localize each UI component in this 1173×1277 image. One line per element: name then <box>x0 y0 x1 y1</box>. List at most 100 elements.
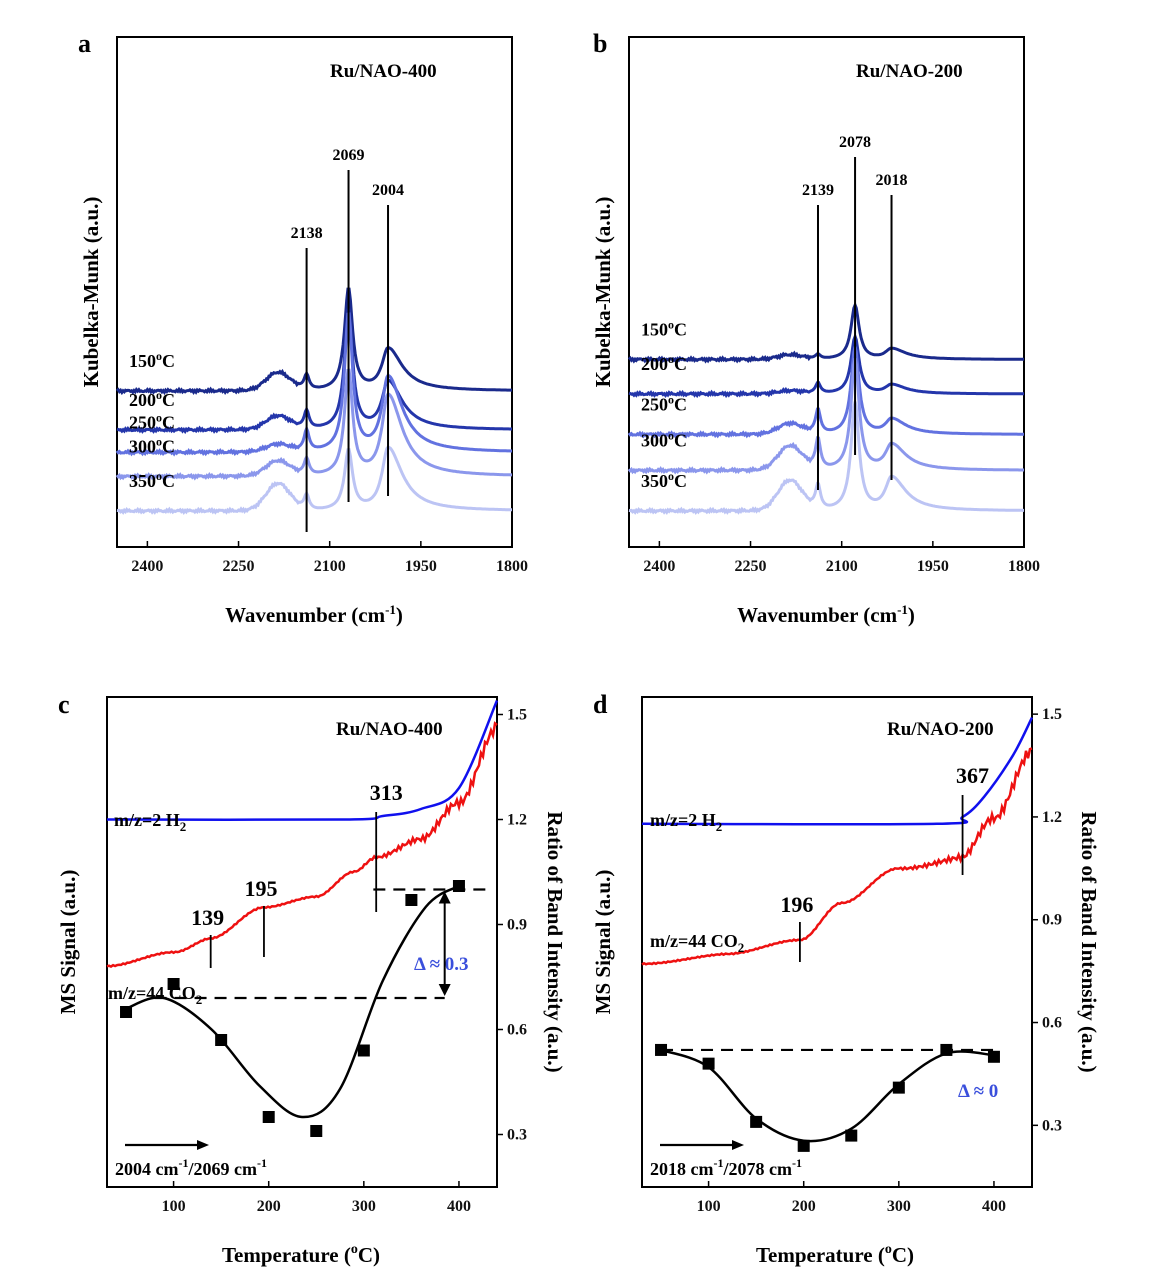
x-tick-label: 2100 <box>314 558 346 575</box>
x-ticks-c: 100 200 300 400 <box>162 1181 471 1215</box>
series-label-3: 300oC <box>641 429 687 451</box>
spectrum-line-4 <box>628 401 1024 516</box>
x-ticks-b: 2400 2250 2100 1950 1800 <box>643 541 1040 575</box>
panel-letter-d: d <box>593 690 608 719</box>
peak-markers-a: 2138 2069 2004 <box>291 147 404 532</box>
peak-label: 2018 <box>876 172 908 189</box>
y-axis-title-a: Kubelka-Munk (a.u.) <box>79 197 103 388</box>
x-tick-label: 400 <box>982 1198 1006 1215</box>
x-tick-label: 2250 <box>223 558 255 575</box>
x-axis-title-b: Wavenumber (cm-1) <box>737 602 915 627</box>
spectrum-line-1 <box>116 308 512 435</box>
panel-a: a Ru/NAO-400 Kubelka-Munk (a.u.) Wavenum… <box>78 29 528 627</box>
co2-trace-line <box>641 747 1033 966</box>
x-tick-label: 300 <box>352 1198 376 1215</box>
ratio-point <box>215 1034 228 1046</box>
h2-trace-line <box>106 700 499 822</box>
co2-trace-line <box>106 721 498 969</box>
y2-axis-title-d: Ratio of Band Intensity (a.u.) <box>1077 811 1101 1072</box>
x-tick-label: 200 <box>257 1198 281 1215</box>
y2-tick-label: 1.5 <box>507 707 527 724</box>
direction-arrow-head <box>732 1140 744 1150</box>
y-axis-title-c: MS Signal (a.u.) <box>56 870 80 1015</box>
panel-b: b Ru/NAO-200 Kubelka-Munk (a.u.) Wavenum… <box>591 29 1040 627</box>
co2-feature-label: 196 <box>780 892 813 917</box>
y-axis-title-b: Kubelka-Munk (a.u.) <box>591 197 615 388</box>
series-label-2: 250oC <box>641 393 687 415</box>
spectrum-line-0 <box>115 287 512 396</box>
plot-frame-b <box>628 36 1025 548</box>
co2-series-label: m/z=44 CO2 <box>108 983 202 1007</box>
spectra-a <box>115 287 512 516</box>
x-tick-label: 2400 <box>131 558 163 575</box>
ms-traces-c <box>106 700 499 969</box>
series-label-0: 150oC <box>641 318 687 340</box>
series-label-1: 200oC <box>641 352 687 374</box>
x-tick-label: 1800 <box>1008 558 1040 575</box>
co2-series-label: m/z=44 CO2 <box>650 931 744 955</box>
peak-label: 2139 <box>802 182 834 199</box>
x-tick-label: 1950 <box>405 558 437 575</box>
ratio-point <box>702 1057 715 1070</box>
ratio-fit-line <box>125 884 460 1119</box>
ratio-point <box>892 1081 905 1094</box>
series-label-1: 200oC <box>129 388 175 410</box>
x-tick-label: 200 <box>792 1198 816 1215</box>
x-tick-label: 300 <box>887 1198 911 1215</box>
ratio-label: 2004 cm-1/2069 cm-1 <box>115 1156 267 1179</box>
ratio-series-c <box>120 880 488 1137</box>
y2-tick-label: 0.6 <box>1042 1015 1062 1032</box>
x-ticks-a: 2400 2250 2100 1950 1800 <box>131 541 528 575</box>
x-tick-label: 2400 <box>643 558 675 575</box>
h2-series-label: m/z=2 H2 <box>650 810 722 834</box>
ratio-point <box>262 1111 275 1123</box>
h2-onset-label: 313 <box>370 780 403 805</box>
ratio-point <box>405 894 418 906</box>
delta-label: Δ ≈ 0 <box>958 1081 998 1102</box>
chart-title-c: Ru/NAO-400 <box>336 719 443 740</box>
ratio-point <box>167 978 180 990</box>
x-tick-label: 400 <box>447 1198 471 1215</box>
y2-ticks-d: 0.3 0.6 0.9 1.2 1.5 <box>1032 706 1062 1134</box>
x-tick-label: 100 <box>162 1198 186 1215</box>
ratio-point <box>750 1115 763 1128</box>
x-axis-title-d: Temperature (oC) <box>756 1242 914 1267</box>
spectrum-line-3 <box>115 368 512 481</box>
plot-frame-c <box>106 696 498 1188</box>
panel-letter-a: a <box>78 29 91 58</box>
peak-label: 2138 <box>291 225 323 242</box>
peak-label: 2069 <box>333 147 365 164</box>
spectrum-line-1 <box>628 332 1024 399</box>
ratio-label: 2018 cm-1/2078 cm-1 <box>650 1156 802 1179</box>
x-tick-label: 100 <box>697 1198 721 1215</box>
spectrum-line-2 <box>627 346 1024 439</box>
x-tick-label: 2250 <box>735 558 767 575</box>
peak-label: 2004 <box>372 182 404 199</box>
ratio-point <box>845 1129 858 1142</box>
ratio-series-d <box>655 1043 1000 1152</box>
ms-traces-d <box>641 717 1034 966</box>
h2-series-label: m/z=2 H2 <box>114 810 186 834</box>
y2-tick-label: 0.3 <box>1042 1117 1062 1134</box>
panel-d: d Ru/NAO-200 MS Signal (a.u.) Ratio of B… <box>591 690 1101 1267</box>
x-tick-label: 1950 <box>917 558 949 575</box>
plot-frame-a <box>116 36 513 548</box>
y2-tick-label: 0.9 <box>507 917 527 934</box>
series-labels-b: 150oC 200oC 250oC 300oC 350oC <box>641 318 687 492</box>
ratio-point <box>120 1006 133 1018</box>
y-axis-title-d: MS Signal (a.u.) <box>591 870 615 1015</box>
peak-label: 2078 <box>839 134 871 151</box>
spectra-b <box>627 301 1024 516</box>
ratio-point <box>797 1139 810 1152</box>
delta-label: Δ ≈ 0.3 <box>414 954 469 975</box>
ratio-point <box>357 1044 370 1057</box>
y2-ticks-c: 0.3 0.6 0.9 1.2 1.5 <box>497 707 527 1144</box>
y2-axis-title-c: Ratio of Band Intensity (a.u.) <box>543 811 567 1072</box>
delta-arrow-head-down <box>438 984 451 996</box>
series-label-4: 350oC <box>641 469 687 491</box>
x-tick-label: 2100 <box>826 558 858 575</box>
co2-feature-label: 139 <box>191 905 224 930</box>
co2-feature-label: 195 <box>244 876 277 901</box>
